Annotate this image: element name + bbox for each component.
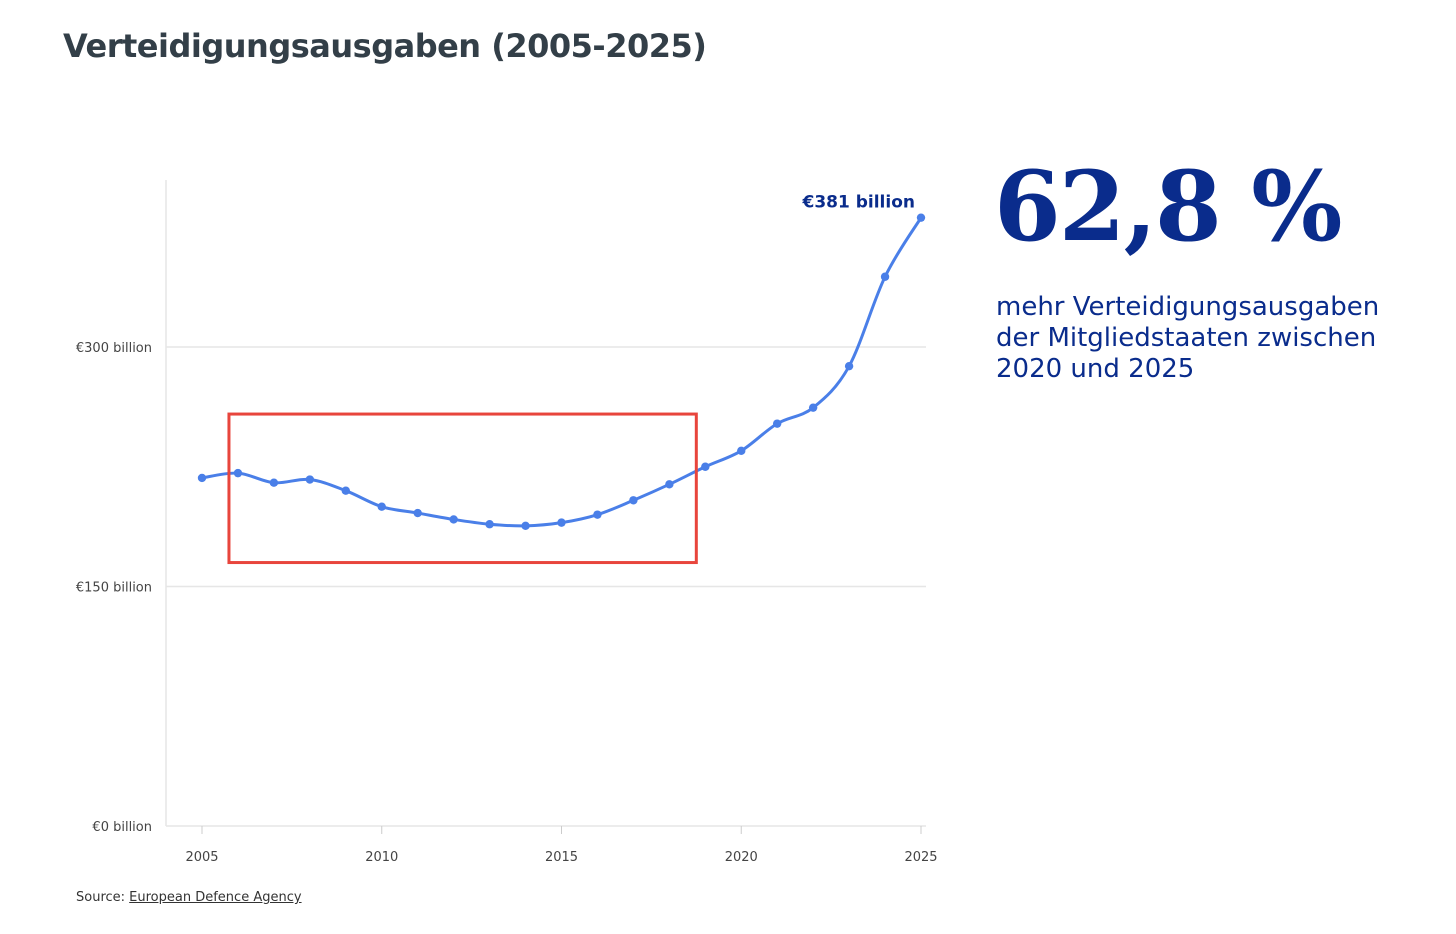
x-tick-label: 2015 xyxy=(545,850,578,865)
data-point xyxy=(197,473,207,483)
data-point xyxy=(233,468,243,478)
x-tick-label: 2010 xyxy=(365,850,398,865)
y-tick-label: €0 billion xyxy=(92,820,152,835)
data-point xyxy=(773,419,782,428)
x-tick-label: 2005 xyxy=(185,850,218,865)
data-point xyxy=(808,403,818,412)
data-point xyxy=(449,515,458,524)
data-point xyxy=(269,478,279,487)
data-point xyxy=(413,508,422,518)
y-tick-label: €300 billion xyxy=(76,341,152,356)
source-prefix: Source: xyxy=(76,890,126,905)
y-tick-label: €150 billion xyxy=(76,581,152,596)
stat-value: 62,8 % xyxy=(994,150,1342,263)
data-point xyxy=(485,520,494,529)
data-point xyxy=(377,502,386,511)
data-point xyxy=(557,518,566,527)
x-tick-label: 2020 xyxy=(725,850,758,865)
source-note: Source: European Defence Agency xyxy=(76,890,302,905)
data-point xyxy=(737,446,746,455)
highlight-box xyxy=(227,412,698,565)
data-point xyxy=(916,213,926,222)
data-point xyxy=(341,486,350,495)
end-value-label: €381 billion xyxy=(802,193,916,213)
data-point xyxy=(844,361,854,371)
source-link[interactable]: European Defence Agency xyxy=(129,890,302,905)
data-point xyxy=(521,521,530,531)
data-point xyxy=(880,272,890,281)
stat-description: mehr Verteidigungsausgaben der Mitglieds… xyxy=(996,292,1380,384)
chart-title: Verteidigungsausgaben (2005-2025) xyxy=(63,27,707,65)
data-point xyxy=(701,462,710,471)
data-point xyxy=(629,496,638,505)
data-point xyxy=(665,480,674,489)
data-point xyxy=(305,475,315,484)
data-point xyxy=(593,510,602,519)
x-tick-label: 2025 xyxy=(904,850,937,865)
